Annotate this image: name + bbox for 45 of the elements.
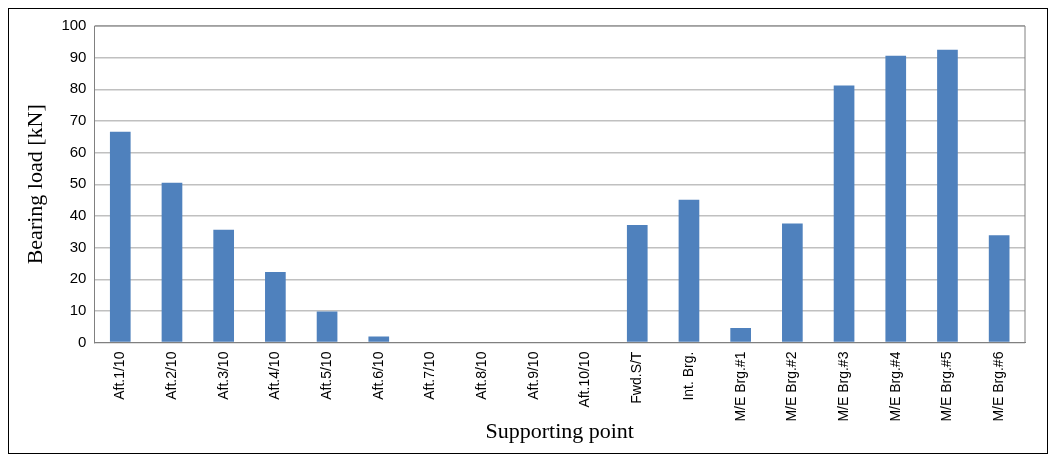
y-tick-label: 80: [69, 79, 87, 97]
x-tick-label: Aft.3/10: [214, 351, 231, 400]
bar: [833, 85, 855, 342]
x-tick-label: Aft.1/10: [111, 351, 128, 400]
y-tick-label: 20: [69, 269, 87, 287]
bar: [782, 223, 803, 342]
x-tick-label: Aft.6/10: [369, 351, 386, 400]
x-tick-label: Aft.8/10: [473, 351, 490, 400]
bar: [885, 55, 907, 342]
bar: [316, 311, 338, 342]
bar: [161, 182, 183, 342]
bar: [937, 49, 958, 342]
x-tick-label: M/E Brg.#5: [938, 351, 955, 422]
bar: [368, 336, 390, 342]
bar: [678, 199, 700, 342]
x-tick-label: Aft.2/10: [162, 351, 179, 400]
bar: [626, 225, 648, 342]
y-tick-label: 0: [78, 332, 87, 350]
x-tick-label: Int. Brg.: [679, 351, 696, 401]
bar: [988, 235, 1010, 342]
x-tick-label: M/E Brg.#4: [886, 351, 903, 422]
x-tick-label: M/E Brg.#1: [731, 351, 748, 422]
bar: [109, 131, 131, 342]
bar: [730, 328, 751, 342]
y-tick-label: 90: [69, 47, 87, 65]
x-axis-title: Supporting point: [485, 417, 634, 443]
x-tick-label: Aft.5/10: [317, 351, 334, 400]
y-tick-label: 10: [69, 301, 87, 319]
y-axis-title: Bearing load [kN]: [21, 104, 47, 265]
x-tick-label: M/E Brg.#6: [990, 351, 1007, 422]
x-tick-label: M/E Brg.#2: [783, 351, 800, 422]
x-tick-label: Aft.4/10: [266, 351, 283, 400]
x-tick-label: M/E Brg.#3: [834, 351, 851, 422]
x-tick-label: Aft.10/10: [576, 351, 593, 408]
y-tick-label: 70: [69, 111, 87, 129]
bar: [265, 271, 286, 342]
x-tick-label: Aft.9/10: [524, 351, 541, 400]
y-tick-label: 30: [69, 237, 87, 255]
y-tick-label: 40: [69, 206, 87, 224]
x-tick-label: Aft.7/10: [421, 351, 438, 400]
y-tick-label: 60: [69, 142, 87, 160]
y-tick-label: 50: [69, 174, 87, 192]
y-tick-label: 100: [61, 16, 87, 34]
bar: [213, 229, 235, 342]
x-tick-label: Fwd.S/T: [628, 351, 645, 404]
